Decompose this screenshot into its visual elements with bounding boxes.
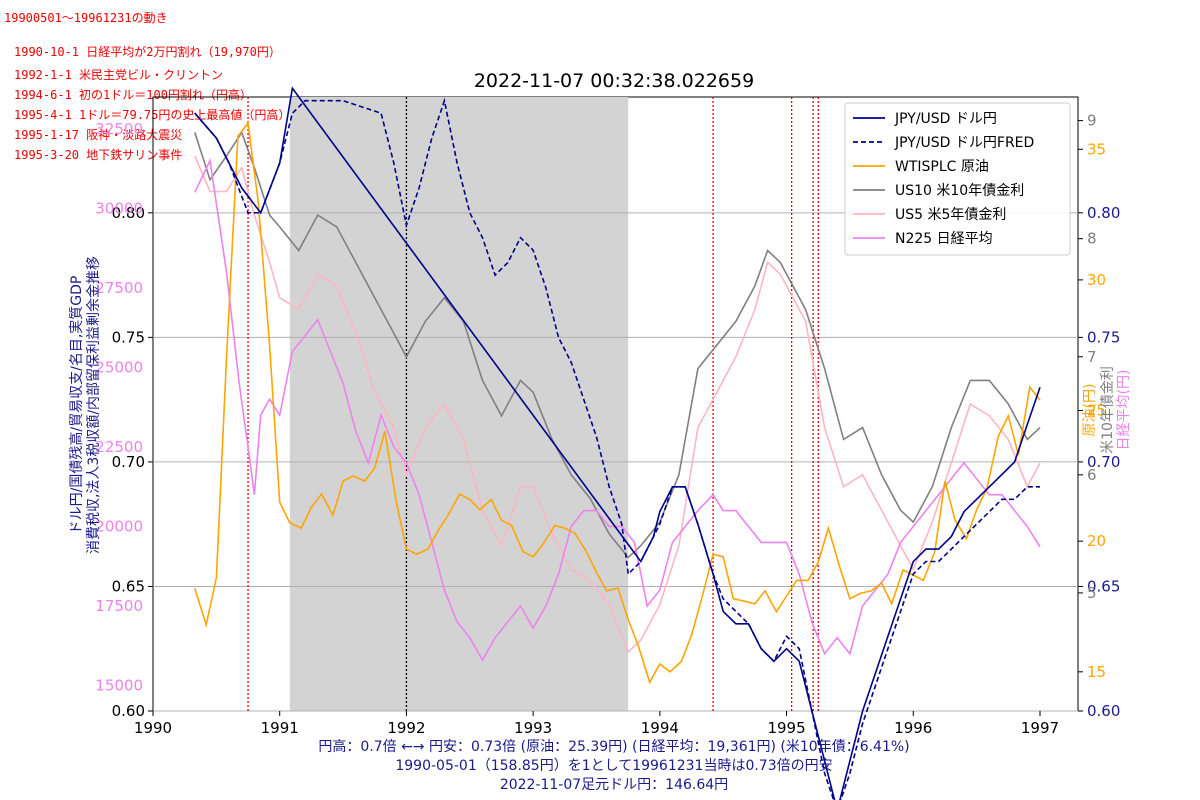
right-axis-label-us10: 米10年債金利 xyxy=(1100,366,1116,454)
footer-line-2: 1990-05-01（158.85円）を1として19961231当時は0.73倍… xyxy=(395,758,832,774)
x-tick-label: 1993 xyxy=(514,719,552,737)
series-line-2 xyxy=(194,121,1041,685)
x-tick-label: 1994 xyxy=(641,719,679,737)
footer-line-1: 円高：0.7倍 ←→ 円安：0.73倍 (原油：25.39円) (日経平均：19… xyxy=(318,738,909,755)
legend-label: US5 米5年債金利 xyxy=(895,207,1006,223)
oil-tick-label: 25 xyxy=(1087,402,1106,420)
x-tick-label: 1992 xyxy=(387,719,425,737)
right-tick-label: 0.60 xyxy=(1087,702,1120,720)
us10-tick-label: 7 xyxy=(1087,348,1097,366)
left-tick-label: 0.80 xyxy=(112,204,145,222)
x-tick-label: 1991 xyxy=(261,719,299,737)
period-label: 19900501～19961231の動き xyxy=(4,11,168,25)
series-line-5 xyxy=(194,157,1041,662)
right-tick-label: 0.80 xyxy=(1087,204,1120,222)
series-line-3 xyxy=(194,130,1041,559)
x-tick-label: 1996 xyxy=(894,719,932,737)
right-tick-label: 0.65 xyxy=(1087,577,1120,595)
right-tick-label: 0.75 xyxy=(1087,328,1120,346)
n225-tick-label: 15000 xyxy=(95,677,143,695)
legend-label: US10 米10年債金利 xyxy=(895,183,1024,199)
event-label-5: 1995-1-17 阪神・淡路大震災 xyxy=(14,127,182,142)
n225-tick-label: 32500 xyxy=(95,120,143,138)
left-axis-label-line1: ドル円/国債残高/貿易収支/名目,実質GDP xyxy=(68,276,85,535)
n225-tick-label: 27500 xyxy=(95,279,143,297)
legend: JPY/USD ドル円 JPY/USD ドル円FRED WTISPLC 原油 US10… xyxy=(844,102,1071,256)
footer-line-3: 2022-11-07足元ドル円：146.64円 xyxy=(500,777,728,793)
left-tick-label: 0.70 xyxy=(112,453,145,471)
n225-tick-label: 22500 xyxy=(95,438,143,456)
left-tick-label: 0.75 xyxy=(112,328,145,346)
us10-tick-label: 6 xyxy=(1087,466,1097,484)
oil-tick-label: 20 xyxy=(1087,532,1106,550)
legend-label: JPY/USD ドル円 xyxy=(894,111,997,127)
right-axis-label-n225: 日経平均(円) xyxy=(1116,370,1132,451)
event-label-2: 1992-1-1 米民主党ビル・クリントン xyxy=(14,67,223,82)
right-tick-label: 0.70 xyxy=(1087,453,1120,471)
oil-tick-label: 30 xyxy=(1087,271,1106,289)
event-label-1: 1990-10-1 日経平均が2万円割れ（19,970円） xyxy=(14,44,281,59)
event-label-3: 1994-6-1 初の1ドル＝100円割れ（円高） xyxy=(14,87,252,102)
series-line-4 xyxy=(194,155,1041,654)
event-label-6: 1995-3-20 地下鉄サリン事件 xyxy=(14,147,182,162)
left-tick-label: 0.65 xyxy=(112,577,145,595)
legend-label: WTISPLC 原油 xyxy=(895,159,989,175)
shaded-period xyxy=(289,97,629,711)
n225-tick-label: 30000 xyxy=(95,199,143,217)
n225-tick-label: 17500 xyxy=(95,597,143,615)
n225-tick-label: 20000 xyxy=(95,517,143,535)
oil-tick-label: 15 xyxy=(1087,663,1106,681)
oil-tick-label: 35 xyxy=(1087,140,1106,158)
event-label-4: 1995-4-1 1ドル＝79.75円の史上最高値（円高） xyxy=(14,107,290,122)
legend-label: JPY/USD ドル円FRED xyxy=(894,135,1034,151)
legend-label: N225 日経平均 xyxy=(895,231,993,247)
x-tick-label: 1990 xyxy=(134,719,172,737)
left-tick-label: 0.60 xyxy=(112,702,145,720)
us10-tick-label: 8 xyxy=(1087,230,1097,248)
left-axis-label-line2: 消費税収,法人3税収額/内部留保利益剰余金推移 xyxy=(85,256,102,554)
us10-tick-label: 9 xyxy=(1087,112,1097,130)
right-axis-label-oil: 原油(円) xyxy=(1082,384,1098,437)
chart-title: 2022-11-07 00:32:38.022659 xyxy=(474,70,754,92)
us10-tick-label: 5 xyxy=(1087,584,1097,602)
series-line-0 xyxy=(194,86,1041,800)
n225-tick-label: 25000 xyxy=(95,358,143,376)
x-tick-label: 1997 xyxy=(1021,719,1059,737)
x-tick-label: 1995 xyxy=(767,719,805,737)
